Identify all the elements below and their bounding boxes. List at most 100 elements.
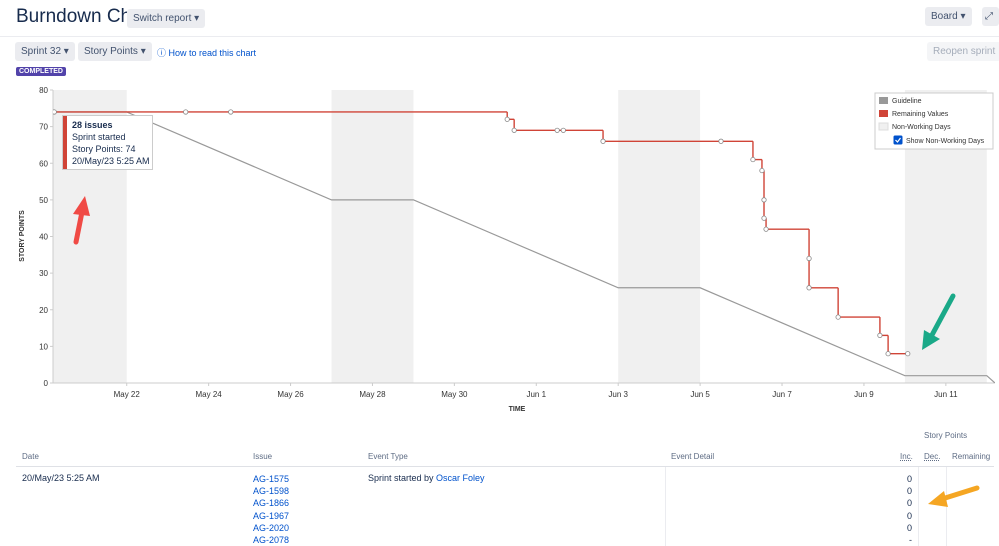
tooltip-line: Sprint started — [72, 132, 126, 142]
data-point — [835, 314, 841, 320]
tooltip-title: 28 issues — [72, 120, 113, 130]
x-tick-label: May 28 — [359, 390, 386, 399]
event-text: Sprint started by — [368, 473, 434, 483]
table-divider — [16, 466, 994, 467]
data-point — [750, 156, 756, 163]
y-tick-label: 30 — [39, 269, 48, 278]
x-tick-label: May 30 — [441, 390, 468, 399]
user-link[interactable]: Oscar Foley — [436, 473, 485, 483]
tooltip-bar — [63, 116, 67, 169]
ticks: 0 10 20 30 40 50 60 70 80 May 22 May 24 May 26 May 2… — [39, 86, 958, 399]
data-point — [806, 255, 812, 262]
legend-label: Show Non-Working Days — [906, 138, 985, 145]
data-point — [877, 332, 883, 338]
arrow-head — [73, 196, 90, 216]
legend-label: Remaining Values — [892, 111, 949, 118]
x-tick-label: Jun 5 — [690, 390, 710, 399]
data-point — [560, 127, 566, 133]
annotation-arrows — [73, 196, 956, 350]
x-tick-label: May 24 — [196, 390, 223, 399]
data-point — [761, 197, 767, 203]
checkmark — [895, 137, 901, 143]
column-header: Event Type — [368, 452, 408, 461]
column-header: Event Detail — [671, 452, 715, 461]
x-tick-label: May 26 — [277, 390, 304, 399]
y-tick-label: 40 — [39, 233, 48, 242]
checkbox[interactable] — [893, 135, 903, 145]
estimate-select[interactable]: Story Points ▾ — [78, 42, 152, 61]
x-tick-label: May 22 — [114, 390, 141, 399]
data-point — [763, 226, 769, 232]
issue-link[interactable]: AG-2020 — [253, 522, 290, 533]
event-date: 20/May/23 5:25 AM — [22, 473, 100, 483]
inc-value: 0 — [906, 474, 912, 484]
expand-button[interactable]: ⤢ — [982, 7, 999, 26]
y-tick-label: 0 — [44, 379, 49, 388]
y-tick-label: 20 — [39, 306, 48, 315]
legend-swatch — [879, 97, 888, 104]
y-tick-label: 10 — [39, 342, 48, 351]
plot-background — [53, 90, 987, 383]
x-tick-label: Jun 11 — [934, 390, 958, 399]
column-separator — [665, 467, 666, 546]
non-working-band — [618, 90, 701, 383]
board-button[interactable]: Board ▾ — [925, 7, 972, 26]
data-point — [718, 138, 724, 144]
issue-link[interactable]: AG-2078 — [253, 535, 290, 546]
issue-link[interactable]: AG-1967 — [253, 510, 290, 521]
data-point — [228, 109, 234, 115]
guideline — [54, 111, 995, 383]
sprint-select[interactable]: Sprint 32 ▾ — [15, 42, 75, 61]
issue-link[interactable]: AG-1575 — [253, 474, 290, 484]
data-point — [183, 109, 189, 115]
y-tick-label: 80 — [39, 86, 48, 95]
tooltip: 28 issues Sprint started Story Points: 7… — [62, 115, 153, 170]
legend: Guideline Remaining Values Non-Working Day… — [874, 92, 994, 150]
x-tick-label: Jun 3 — [608, 390, 628, 399]
x-tick-label: Jun 1 — [526, 390, 546, 399]
inc-value: - — [909, 535, 912, 546]
issue-link[interactable]: AG-1866 — [253, 498, 290, 509]
help-link[interactable]: ⓘ How to read this chart — [157, 48, 257, 58]
event-type: Sprint started by Oscar Foley — [368, 473, 485, 483]
switch-report-button[interactable]: Switch report ▾ — [127, 9, 206, 28]
data-point — [806, 285, 812, 291]
data-point — [554, 127, 560, 133]
x-tick-label: Jun 7 — [772, 390, 792, 399]
data-point — [511, 127, 517, 133]
button-label: Sprint 32 — [21, 46, 62, 57]
tooltip-line: 20/May/23 5:25 AM — [72, 156, 150, 166]
y-axis-label: STORY POINTS — [19, 210, 26, 262]
inc-value: 0 — [906, 498, 912, 509]
button-label: Switch report — [133, 13, 192, 24]
button-label: Reopen sprint — [933, 46, 996, 57]
legend-label: Non-Working Days — [892, 124, 951, 131]
reopen-button[interactable]: Reopen sprint — [927, 42, 999, 61]
column-header: Date — [22, 452, 39, 461]
x-tick-label: Jun 9 — [854, 390, 874, 399]
link-label: How to read this chart — [168, 48, 257, 58]
divider — [0, 36, 999, 37]
group-header: Story Points — [924, 431, 968, 440]
page-title: Burndown Chart — [16, 6, 154, 27]
data-point — [759, 167, 765, 174]
y-tick-label: 70 — [39, 123, 48, 132]
column-separator — [918, 467, 919, 546]
data-point — [905, 351, 911, 357]
legend-label: Guideline — [892, 98, 922, 105]
data-point — [761, 215, 767, 221]
y-tick-label: 60 — [39, 159, 48, 168]
issue-list: AG-1575 AG-1598 AG-1866 AG-1967 AG-2020 AG-20… — [253, 473, 289, 546]
column-header: Inc. — [900, 452, 913, 461]
arrow-shaft — [939, 485, 980, 502]
inc-value: 0 — [906, 510, 912, 521]
column-header: Issue — [253, 452, 273, 461]
issue-link[interactable]: AG-1598 — [253, 486, 290, 497]
data-point — [504, 116, 510, 122]
data-point — [53, 109, 57, 115]
y-tick-label: 50 — [39, 196, 48, 205]
annotation-arrow — [928, 485, 980, 507]
inc-value: 0 — [906, 522, 912, 533]
